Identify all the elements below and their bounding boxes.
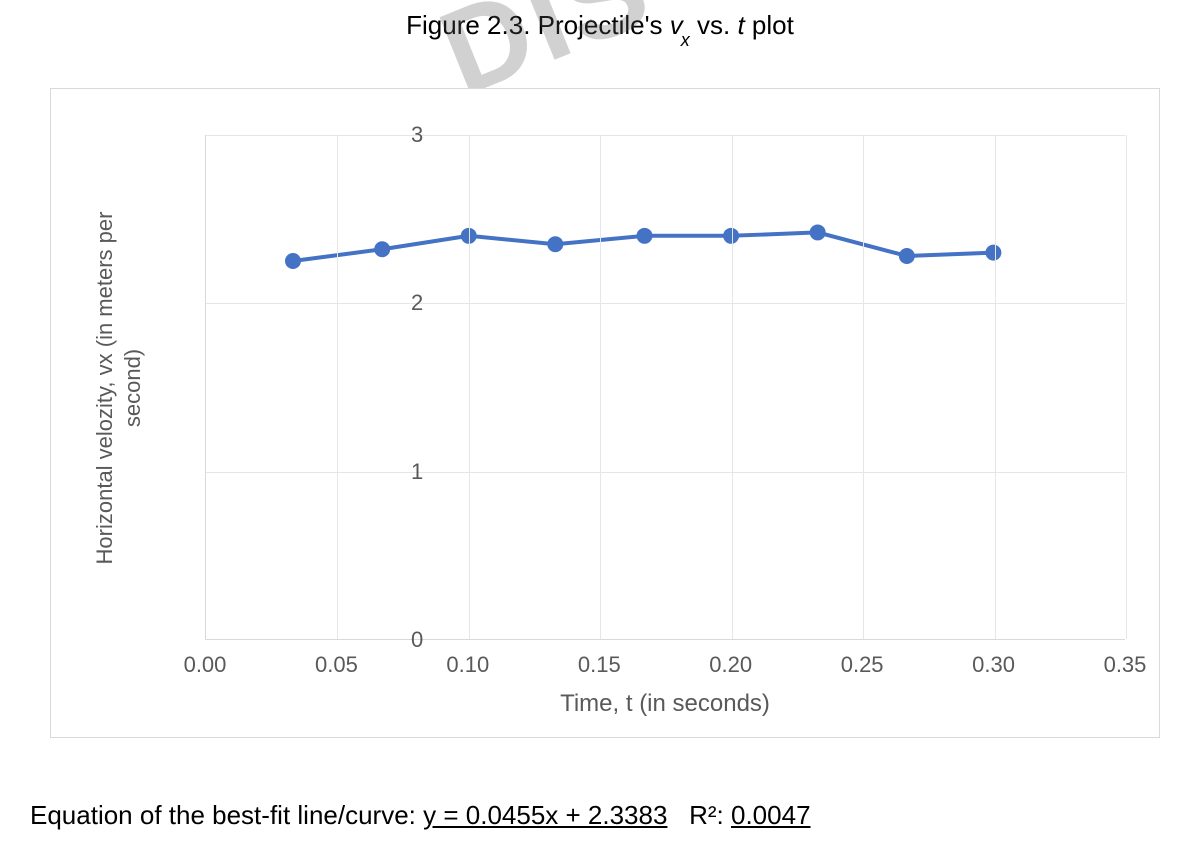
y-axis-label-line2: second) <box>120 348 146 426</box>
title-var-t: t <box>737 10 744 40</box>
gridline-v <box>732 135 733 639</box>
x-tick-label: 0.15 <box>578 652 621 678</box>
data-marker <box>547 236 563 252</box>
r2-label: R²: <box>689 800 731 830</box>
data-marker <box>637 228 653 244</box>
data-marker <box>374 241 390 257</box>
gridline-h <box>206 135 1125 136</box>
x-axis-label: Time, t (in seconds) <box>560 690 770 718</box>
title-middle: vs. <box>690 10 738 40</box>
gridline-v <box>600 135 601 639</box>
gridline-v <box>995 135 996 639</box>
data-marker <box>810 224 826 240</box>
gridline-v <box>337 135 338 639</box>
title-sub-x: x <box>681 30 690 50</box>
data-marker <box>899 248 915 264</box>
x-tick-label: 0.35 <box>1104 652 1147 678</box>
x-tick-label: 0.25 <box>841 652 884 678</box>
x-tick-label: 0.00 <box>184 652 227 678</box>
title-prefix: Figure 2.3. Projectile's <box>406 10 670 40</box>
r2-value: 0.0047 <box>731 800 811 830</box>
x-tick-label: 0.20 <box>709 652 752 678</box>
x-tick-label: 0.10 <box>446 652 489 678</box>
equation-caption: Equation of the best-fit line/curve: y =… <box>30 800 811 831</box>
gridline-v <box>1126 135 1127 639</box>
y-axis-label-line1: Horizontal velozity, vx (in meters per <box>92 211 118 564</box>
gridline-v <box>469 135 470 639</box>
title-suffix: plot <box>745 10 794 40</box>
chart-title: Figure 2.3. Projectile's vx vs. t plot <box>0 0 1200 51</box>
x-tick-label: 0.05 <box>315 652 358 678</box>
equation-label: Equation of the best-fit line/curve: <box>30 800 423 830</box>
data-marker <box>985 245 1001 261</box>
line-chart-svg <box>206 135 1125 639</box>
plot-area: 0123 <box>205 135 1125 640</box>
gridline-v <box>863 135 864 639</box>
gridline-h <box>206 472 1125 473</box>
x-tick-label: 0.30 <box>972 652 1015 678</box>
equation-value: y = 0.0455x + 2.3383 <box>423 800 667 830</box>
gridline-h <box>206 303 1125 304</box>
data-marker <box>285 253 301 269</box>
